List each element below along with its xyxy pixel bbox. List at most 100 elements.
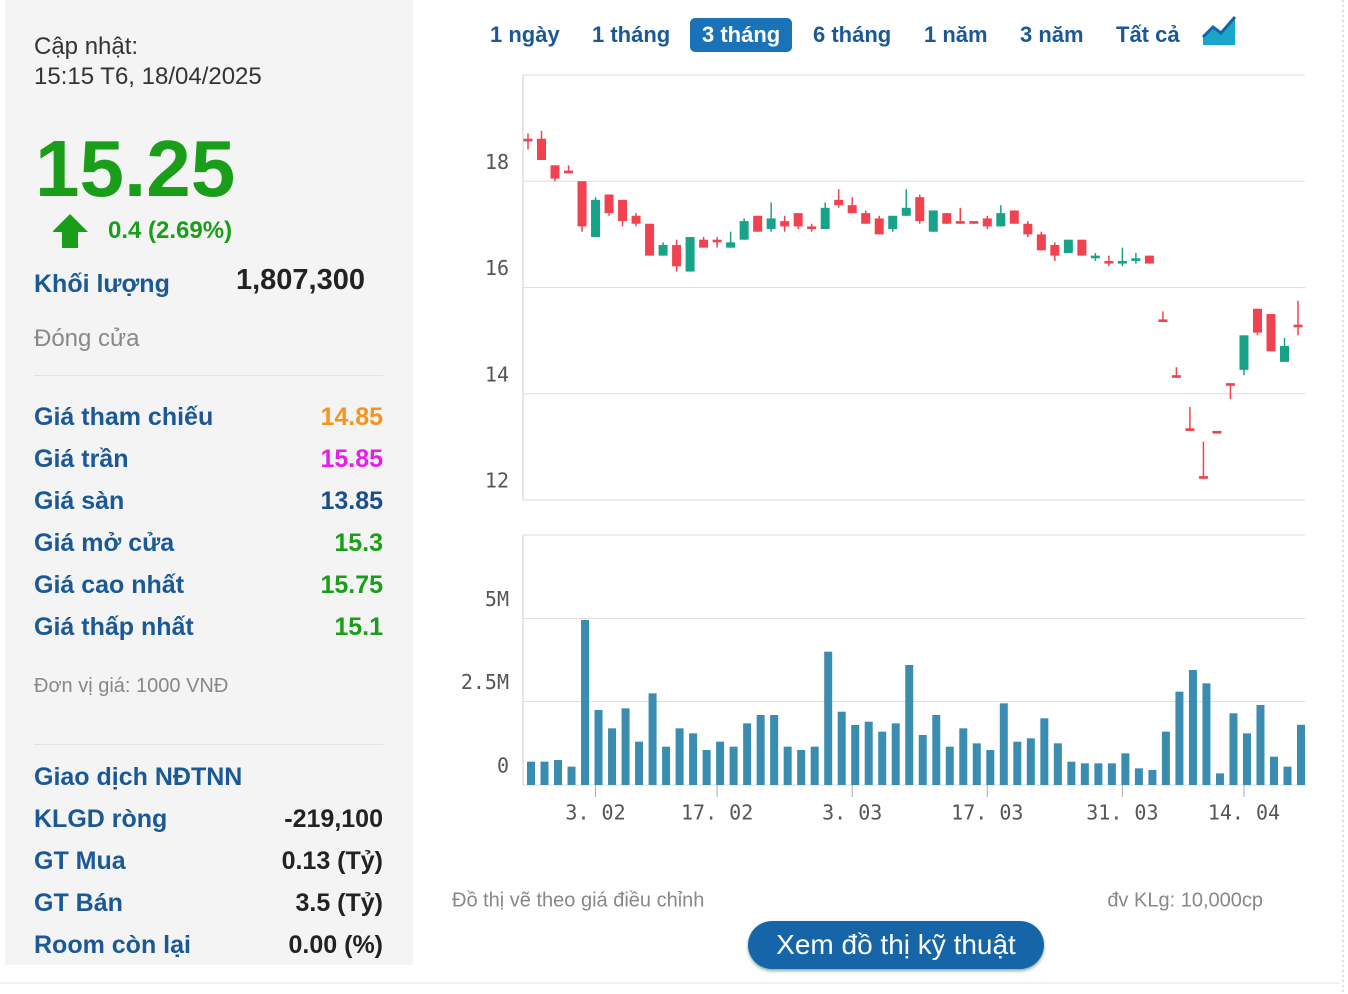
- candle-body: [861, 213, 871, 224]
- range-tab[interactable]: Tất cả: [1116, 22, 1180, 47]
- candle-body: [1063, 239, 1073, 253]
- stat-label: Giá cao nhất: [34, 571, 185, 599]
- range-tab[interactable]: 1 ngày: [490, 22, 560, 47]
- volume-bar: [986, 750, 995, 785]
- volume-bar: [959, 728, 968, 785]
- volume-bar: [1256, 705, 1265, 785]
- candle-body: [982, 218, 992, 227]
- candle-body: [820, 207, 830, 230]
- price-change: 0.4 (2.69%): [108, 217, 233, 244]
- volume-bar: [716, 741, 725, 785]
- candle-body: [1131, 258, 1141, 261]
- volume-bar: [945, 746, 954, 785]
- chart-icon[interactable]: [1201, 15, 1237, 45]
- price: 15.25: [35, 124, 236, 213]
- volume-bar: [1067, 761, 1076, 785]
- candle-body: [550, 165, 560, 179]
- candle-body: [1104, 260, 1114, 264]
- foreign-value: -219,100: [284, 805, 383, 833]
- volume-bar: [1094, 763, 1103, 785]
- candle-body: [645, 223, 655, 256]
- volume-bar: [1121, 753, 1130, 785]
- candle-body: [807, 226, 817, 230]
- candle-body: [1023, 223, 1033, 235]
- range-tab[interactable]: 3 tháng: [690, 18, 793, 52]
- candle-body: [1158, 319, 1168, 323]
- candle-body: [1239, 335, 1249, 370]
- x-tick-label: 17. 03: [951, 801, 1023, 825]
- volume-bar: [743, 723, 752, 785]
- x-tick-label: 14. 04: [1208, 801, 1280, 825]
- foreign-label: KLGD ròng: [34, 805, 168, 833]
- update-time: 15:15 T6, 18/04/2025: [34, 63, 262, 90]
- foreign-value: 3.5 (Tỷ): [295, 889, 383, 917]
- note-right: đv KLg: 10,000cp: [1107, 889, 1263, 911]
- candle-body: [901, 207, 911, 216]
- volume-bar: [1080, 763, 1089, 785]
- volume-bar: [810, 746, 819, 785]
- candle-body: [537, 138, 547, 160]
- volume-bar: [851, 725, 860, 785]
- foreign-value: 0.00 (%): [288, 931, 383, 959]
- candle-body: [685, 237, 695, 272]
- volume-bar: [1215, 773, 1224, 785]
- candle-body: [1050, 245, 1060, 256]
- up-arrow: [53, 214, 88, 248]
- volume-bar: [540, 761, 549, 785]
- volume-bar: [1229, 713, 1238, 785]
- foreign-label: Room còn lại: [34, 931, 191, 959]
- stat-label: Giá thấp nhất: [34, 613, 194, 641]
- volume-bar: [702, 750, 711, 785]
- candle-body: [712, 239, 722, 243]
- volume-bar: [905, 665, 914, 785]
- volume-bar: [1269, 756, 1278, 785]
- volume-bar: [891, 723, 900, 785]
- candle-body: [955, 221, 965, 224]
- range-tab[interactable]: 1 tháng: [592, 22, 671, 47]
- unit-note: Đơn vị giá: 1000 VNĐ: [34, 675, 229, 697]
- foreign-value: 0.13 (Tỷ): [281, 847, 383, 875]
- candle-body: [847, 205, 857, 214]
- x-tick-label: 3. 02: [565, 801, 625, 825]
- volume-bar: [635, 741, 644, 785]
- quote-panel: Cập nhật: 15:15 T6, 18/04/2025 15.25 0.4…: [5, 0, 413, 965]
- volume-bar: [837, 711, 846, 785]
- volume-bar: [1161, 731, 1170, 785]
- volume-bar: [918, 735, 927, 785]
- volume-bar: [1202, 683, 1211, 785]
- y-tick-label: 18: [485, 150, 509, 174]
- stat-label: Giá trần: [34, 445, 129, 473]
- candle-body: [699, 239, 709, 248]
- candle-body: [564, 170, 574, 174]
- volume-bar: [662, 746, 671, 785]
- volume-bar: [1283, 766, 1292, 785]
- candle-body: [1293, 324, 1303, 328]
- volume-bar: [608, 728, 617, 785]
- candle-body: [928, 210, 938, 232]
- range-tab[interactable]: 3 năm: [1020, 22, 1084, 47]
- volume-bar: [554, 760, 563, 785]
- volume-bar: [783, 746, 792, 785]
- y-tick-label: 16: [485, 256, 509, 280]
- range-tab[interactable]: 6 tháng: [813, 22, 892, 47]
- volume-bar: [797, 750, 806, 785]
- y-tick-label: 12: [485, 469, 509, 493]
- x-tick-label: 31. 03: [1086, 801, 1158, 825]
- candle-body: [658, 245, 668, 256]
- volume-bar: [1242, 733, 1251, 785]
- candle-body: [1225, 383, 1235, 386]
- x-tick-label: 3. 03: [822, 801, 882, 825]
- volume-value: 1,807,300: [235, 264, 365, 296]
- volume-bar: [824, 651, 833, 785]
- candle-body: [969, 221, 979, 224]
- volume-bar: [1134, 768, 1143, 785]
- stat-value: 13.85: [320, 487, 383, 515]
- volume-bar: [1053, 743, 1062, 785]
- volume-bar: [972, 743, 981, 785]
- volume-bar: [999, 703, 1008, 785]
- divider: [34, 375, 383, 376]
- range-tab[interactable]: 1 năm: [924, 22, 988, 47]
- volume-bar: [1040, 718, 1049, 785]
- technical-chart-button[interactable]: Xem đồ thị kỹ thuật: [748, 921, 1044, 969]
